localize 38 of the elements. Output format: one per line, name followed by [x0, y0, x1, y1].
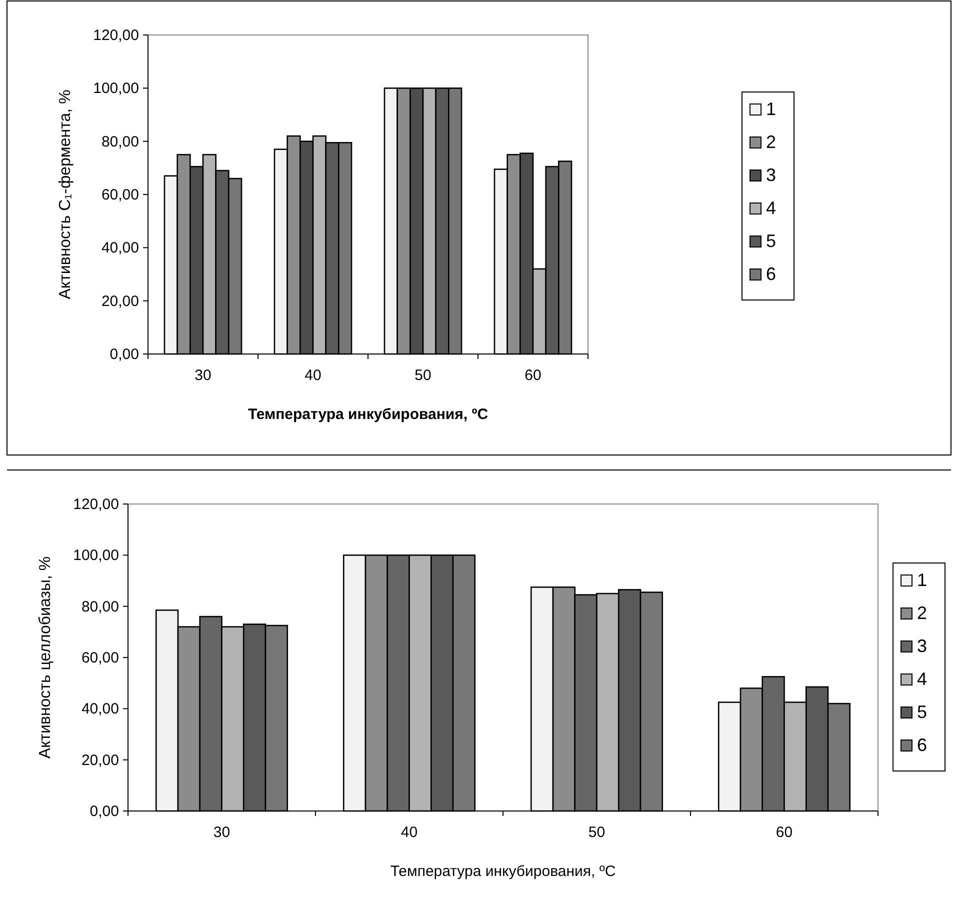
legend-label: 5 [766, 231, 776, 251]
y-tick-label: 80,00 [81, 598, 119, 616]
x-axis-title: Температура инкубирования, ºC [390, 863, 616, 880]
x-tick-label: 40 [400, 824, 418, 841]
y-tick-label: 40,00 [101, 240, 139, 257]
legend-label: 1 [917, 570, 928, 590]
x-axis-title: Температура инкубирования, ºC [248, 406, 488, 423]
y-tick-label: 20,00 [101, 292, 139, 310]
legend-label: 3 [766, 165, 776, 185]
legend-label: 6 [917, 735, 928, 755]
x-tick-label: 40 [304, 367, 322, 384]
y-axis-title: Активность целлобиазы, % [37, 556, 54, 759]
legend-label: 4 [917, 669, 928, 689]
x-tick-label: 60 [776, 824, 793, 841]
y-tick-label: 120,00 [93, 27, 139, 44]
y-tick-label: 0,00 [110, 346, 139, 363]
legend-label: 2 [917, 603, 928, 623]
x-tick-label: 30 [194, 367, 212, 384]
x-tick-label: 30 [213, 824, 230, 841]
legend-label: 2 [766, 132, 776, 152]
x-tick-label: 60 [524, 367, 542, 384]
legend-label: 3 [917, 636, 928, 656]
y-tick-label: 40,00 [81, 700, 119, 718]
legend-label: 1 [766, 99, 776, 119]
y-tick-label: 60,00 [81, 650, 119, 666]
legend-label: 5 [917, 702, 928, 722]
y-tick-label: 100,00 [93, 80, 139, 98]
legend-label: 4 [766, 198, 776, 218]
y-tick-label: 0,00 [90, 803, 119, 820]
legend-label: 6 [766, 264, 776, 284]
y-tick-label: 80,00 [101, 133, 139, 150]
y-tick-label: 100,00 [73, 547, 119, 564]
y-tick-label: 120,00 [73, 496, 119, 513]
x-tick-label: 50 [588, 824, 606, 841]
y-axis-title: Активность C₁-фермента, % [57, 90, 74, 300]
y-tick-label: 60,00 [101, 186, 139, 204]
x-tick-label: 50 [414, 367, 432, 384]
y-tick-label: 20,00 [81, 752, 119, 769]
